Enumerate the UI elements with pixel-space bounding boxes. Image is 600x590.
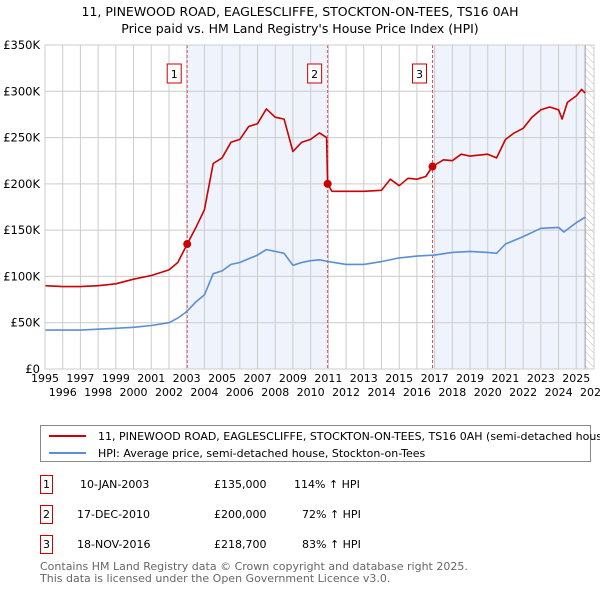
- x-tick-label: 1997: [66, 372, 94, 385]
- sale-badge: 1: [40, 475, 53, 494]
- sale-price: £135,000: [214, 478, 267, 491]
- x-tick-label: 2018: [438, 386, 466, 399]
- sale-point: [428, 162, 437, 171]
- y-tick-label: £350K: [3, 38, 40, 52]
- x-tick-label: 1999: [102, 372, 130, 385]
- x-tick-label: 2019: [456, 372, 484, 385]
- price-chart: 1995199619971998199920002001200220032004…: [3, 38, 600, 399]
- legend: 11, PINEWOOD ROAD, EAGLESCLIFFE, STOCKTO…: [40, 425, 600, 462]
- sale-badge: 3: [40, 535, 53, 554]
- x-tick-label: 1995: [31, 372, 59, 385]
- sale-badge: 2: [40, 505, 53, 524]
- x-tick-label: 2005: [208, 372, 236, 385]
- sale-label-box: [166, 63, 182, 84]
- x-tick-label: 2009: [279, 372, 307, 385]
- x-tick-label: 2011: [314, 372, 342, 385]
- x-tick-label: 2013: [350, 372, 378, 385]
- legend-property-label: 11, PINEWOOD ROAD, EAGLESCLIFFE, STOCKTO…: [98, 429, 600, 443]
- y-tick-label: £200K: [3, 177, 40, 191]
- sale-row: 1 10-JAN-2003 £135,000 114% ↑ HPI: [40, 475, 440, 495]
- y-tick-label: £150K: [3, 223, 40, 237]
- footer-licence: This data is licensed under the Open Gov…: [40, 572, 391, 585]
- x-tick-label: 1998: [84, 386, 112, 399]
- chart-title: 11, PINEWOOD ROAD, EAGLESCLIFFE, STOCKTO…: [81, 4, 519, 19]
- x-tick-label: 2015: [385, 372, 413, 385]
- x-tick-label: 2017: [421, 372, 449, 385]
- x-tick-label: 2016: [403, 386, 431, 399]
- sale-hpi: 114% ↑ HPI: [294, 478, 360, 491]
- x-tick-label: 2001: [137, 372, 165, 385]
- y-tick-label: £50K: [11, 316, 41, 330]
- x-tick-label: 2003: [173, 372, 201, 385]
- x-tick-label: 2022: [509, 386, 537, 399]
- sale-row: 3 18-NOV-2016 £218,700 83% ↑ HPI: [40, 535, 440, 555]
- y-tick-label: £100K: [3, 269, 40, 283]
- x-tick-label: 1996: [49, 386, 77, 399]
- x-tick-label: 2021: [491, 372, 519, 385]
- sale-row: 2 17-DEC-2010 £200,000 72% ↑ HPI: [40, 505, 440, 525]
- sale-label-box: [411, 63, 427, 84]
- sale-period-shading: [432, 45, 586, 369]
- x-tick-label: 2012: [332, 386, 360, 399]
- footer-copyright: Contains HM Land Registry data © Crown c…: [40, 560, 468, 573]
- hpi-series-line: [45, 216, 586, 331]
- sale-price: £200,000: [214, 508, 267, 521]
- x-tick-label: 2014: [367, 386, 395, 399]
- plot-frame: [44, 44, 595, 370]
- x-tick-label: 2024: [545, 386, 573, 399]
- y-tick-label: £300K: [3, 84, 40, 98]
- x-tick-label: 2025: [562, 372, 590, 385]
- sale-hpi: 83% ↑ HPI: [302, 538, 361, 551]
- sale-point: [183, 240, 192, 249]
- y-tick-label: £0: [25, 362, 40, 376]
- sale-hpi: 72% ↑ HPI: [302, 508, 361, 521]
- x-tick-label: 2023: [527, 372, 555, 385]
- x-tick-label: 2010: [297, 386, 325, 399]
- x-tick-label: 2006: [226, 386, 254, 399]
- sale-date: 10-JAN-2003: [80, 478, 150, 491]
- legend-hpi-label: HPI: Average price, semi-detached house,…: [98, 446, 426, 460]
- sale-point: [323, 179, 332, 188]
- future-hatch: [585, 45, 594, 369]
- sale-label: 2: [311, 68, 318, 81]
- x-tick-label: 2008: [261, 386, 289, 399]
- x-tick-label: 2004: [190, 386, 218, 399]
- x-tick-label: 2000: [120, 386, 148, 399]
- x-tick-label: 2002: [155, 386, 183, 399]
- sale-label: 1: [171, 68, 178, 81]
- y-tick-label: £250K: [3, 131, 40, 145]
- x-tick-label: 2020: [474, 386, 502, 399]
- sale-label: 3: [416, 68, 423, 81]
- legend-red-line: [49, 435, 86, 437]
- sale-date: 17-DEC-2010: [77, 508, 151, 521]
- sale-date: 18-NOV-2016: [77, 538, 151, 551]
- x-tick-label: 2026: [580, 386, 600, 399]
- x-tick-label: 2007: [244, 372, 272, 385]
- legend-blue-line: [49, 452, 86, 454]
- chart-subtitle: Price paid vs. HM Land Registry's House …: [121, 21, 479, 36]
- sale-price: £218,700: [214, 538, 267, 551]
- sale-label-box: [307, 63, 323, 84]
